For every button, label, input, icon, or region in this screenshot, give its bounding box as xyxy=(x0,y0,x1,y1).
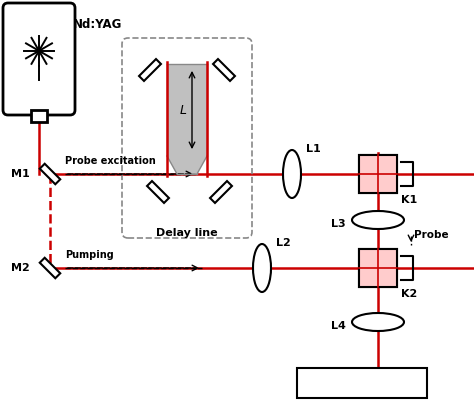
Polygon shape xyxy=(40,258,60,278)
Bar xyxy=(359,155,397,193)
Ellipse shape xyxy=(352,313,404,331)
Ellipse shape xyxy=(352,211,404,229)
Text: L1: L1 xyxy=(306,144,321,154)
Polygon shape xyxy=(167,156,207,174)
Bar xyxy=(359,249,397,287)
Bar xyxy=(31,110,47,122)
Text: Probe: Probe xyxy=(414,230,448,240)
Bar xyxy=(359,155,397,193)
FancyBboxPatch shape xyxy=(3,3,75,115)
Text: M1: M1 xyxy=(11,169,30,179)
Bar xyxy=(359,155,397,193)
Bar xyxy=(297,368,427,398)
Polygon shape xyxy=(213,59,235,81)
Polygon shape xyxy=(210,181,232,203)
Polygon shape xyxy=(147,181,169,203)
Ellipse shape xyxy=(253,244,271,292)
Text: L2: L2 xyxy=(276,238,291,248)
Text: K2: K2 xyxy=(401,289,417,299)
Bar xyxy=(359,249,397,287)
Text: L4: L4 xyxy=(331,321,346,331)
Text: L3: L3 xyxy=(331,219,346,229)
Text: Spectrometer: Spectrometer xyxy=(319,378,405,388)
Bar xyxy=(359,249,397,287)
Text: Nd:YAG: Nd:YAG xyxy=(73,18,122,31)
Text: K1: K1 xyxy=(401,195,417,205)
Text: L: L xyxy=(180,104,187,117)
Text: Pumping: Pumping xyxy=(65,250,114,260)
Bar xyxy=(167,64,207,156)
Text: Probe excitation: Probe excitation xyxy=(65,156,156,166)
Text: M2: M2 xyxy=(11,263,30,273)
Ellipse shape xyxy=(283,150,301,198)
Polygon shape xyxy=(40,164,60,184)
Polygon shape xyxy=(139,59,161,81)
Text: Delay line: Delay line xyxy=(156,228,218,238)
